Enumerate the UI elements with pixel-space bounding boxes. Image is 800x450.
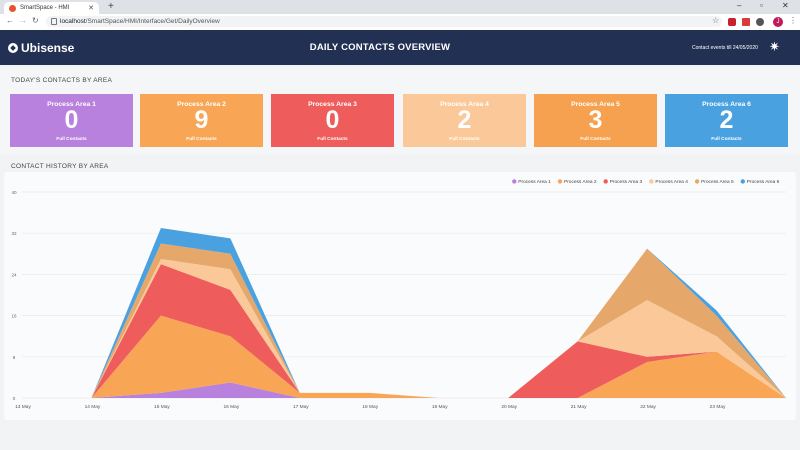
- x-tick-label: 16 May: [223, 404, 239, 410]
- contact-count: 0: [325, 106, 340, 134]
- legend-marker-icon: [603, 179, 608, 184]
- x-tick-label: 18 May: [362, 404, 378, 410]
- area-series: [22, 258, 786, 398]
- info-icon[interactable]: [51, 18, 57, 25]
- url-path: /SmartSpace/HMI/Interface/Get/DailyOverv…: [85, 18, 220, 25]
- section-title: TODAY'S CONTACTS BY AREA: [11, 77, 113, 84]
- contact-count: 9: [194, 106, 209, 134]
- contact-events-date: Contact events till 24/05/2020: [692, 45, 758, 51]
- reload-icon[interactable]: ↻: [32, 16, 39, 25]
- area-card: Process Area 3 0 Full Contacts: [271, 94, 394, 147]
- x-tick-label: 15 May: [154, 404, 170, 410]
- area-card: Process Area 2 9 Full Contacts: [140, 94, 263, 147]
- legend-label: Process Area 2: [564, 179, 597, 185]
- legend-marker-icon: [649, 179, 654, 184]
- browser-tab-strip: SmartSpace - HMI ✕ + – ▫ ✕: [0, 0, 800, 14]
- x-tick-label: 23 May: [710, 404, 726, 410]
- count-unit: Full Contacts: [186, 137, 217, 142]
- new-tab-button[interactable]: +: [108, 1, 114, 12]
- area-card: Process Area 6 2 Full Contacts: [665, 94, 788, 147]
- section-title: CONTACT HISTORY BY AREA: [11, 163, 109, 170]
- close-tab-icon[interactable]: ✕: [88, 5, 94, 12]
- legend-label: Process Area 4: [655, 179, 688, 185]
- legend-label: Process Area 1: [518, 179, 551, 185]
- extension-icon[interactable]: [728, 18, 736, 26]
- count-unit: Full Contacts: [711, 137, 742, 142]
- browser-tab[interactable]: SmartSpace - HMI ✕: [4, 2, 99, 14]
- logo-mark-icon: [8, 43, 18, 53]
- address-bar[interactable]: localhost/SmartSpace/HMI/Interface/Get/D…: [46, 16, 722, 27]
- legend-label: Process Area 5: [701, 179, 734, 185]
- area-series: [22, 228, 786, 398]
- x-tick-label: 20 May: [501, 404, 517, 410]
- y-tick-label: 40: [11, 190, 17, 195]
- extension-icon[interactable]: [742, 18, 750, 26]
- x-tick-label: 22 May: [640, 404, 656, 410]
- tab-title: SmartSpace - HMI: [20, 5, 70, 11]
- legend-label: Process Area 3: [610, 179, 643, 185]
- legend-label: Process Area 6: [747, 179, 780, 185]
- ubisense-logo: Ubisense: [8, 41, 74, 55]
- legend-marker-icon: [740, 179, 745, 184]
- y-tick-label: 8: [13, 355, 16, 360]
- area-card: Process Area 1 0 Full Contacts: [10, 94, 133, 147]
- browser-toolbar: ← → ↻ localhost/SmartSpace/HMI/Interface…: [0, 14, 800, 31]
- area-name: Process Area 6: [702, 101, 751, 108]
- legend-marker-icon: [694, 179, 700, 184]
- count-unit: Full Contacts: [317, 137, 348, 142]
- back-icon[interactable]: ←: [6, 16, 14, 25]
- area-card: Process Area 4 2 Full Contacts: [403, 94, 526, 147]
- area-series: [22, 382, 786, 398]
- contact-count: 2: [457, 106, 472, 134]
- area-name: Process Area 4: [440, 101, 489, 108]
- forward-icon[interactable]: →: [19, 16, 27, 25]
- area-name: Process Area 3: [308, 101, 357, 108]
- area-name: Process Area 1: [47, 101, 96, 108]
- bookmark-star-icon[interactable]: ☆: [712, 16, 720, 25]
- legend-marker-icon: [512, 179, 517, 184]
- area-series: [22, 264, 786, 398]
- logo-text: Ubisense: [21, 41, 75, 55]
- app-header: Ubisense DAILY CONTACTS OVERVIEW Contact…: [0, 30, 800, 65]
- area-name: Process Area 5: [571, 101, 620, 108]
- count-unit: Full Contacts: [449, 137, 480, 142]
- count-unit: Full Contacts: [580, 137, 611, 142]
- maximize-icon[interactable]: ▫: [760, 1, 763, 10]
- legend-marker-icon: [557, 179, 563, 184]
- x-tick-label: 17 May: [293, 404, 309, 410]
- chart-panel: 0 8 16 24 32 40 13 May 14 May 15 May 16 May 17 May…: [4, 172, 796, 420]
- profile-avatar[interactable]: J: [773, 17, 783, 27]
- y-tick-label: 24: [11, 272, 17, 277]
- y-tick-label: 32: [11, 231, 17, 236]
- x-tick-label: 19 May: [432, 404, 448, 410]
- x-tick-label: 13 May: [15, 404, 31, 410]
- favicon-icon: [9, 4, 16, 12]
- area-name: Process Area 2: [177, 101, 226, 108]
- spacer: [0, 154, 800, 158]
- contact-count: 3: [588, 106, 603, 134]
- minimize-icon[interactable]: –: [737, 1, 742, 10]
- page-title: DAILY CONTACTS OVERVIEW: [309, 42, 451, 53]
- close-window-icon[interactable]: ✕: [782, 1, 789, 10]
- x-tick-label: 21 May: [571, 404, 587, 410]
- x-tick-label: 14 May: [85, 404, 101, 410]
- contact-history-chart: 0 8 16 24 32 40 13 May 14 May 15 May 16 May 17 May…: [11, 179, 786, 410]
- count-unit: Full Contacts: [56, 137, 87, 142]
- contact-count: 2: [719, 106, 734, 134]
- menu-icon[interactable]: ⋮: [789, 16, 797, 25]
- y-tick-label: 16: [11, 314, 17, 319]
- settings-gear-icon[interactable]: ✷: [769, 39, 780, 54]
- area-series: [22, 315, 786, 398]
- area-card: Process Area 5 3 Full Contacts: [534, 94, 657, 147]
- url-host: localhost: [60, 18, 86, 25]
- extension-icon[interactable]: [756, 18, 764, 26]
- y-tick-label: 0: [13, 396, 16, 401]
- contact-count: 0: [64, 106, 79, 134]
